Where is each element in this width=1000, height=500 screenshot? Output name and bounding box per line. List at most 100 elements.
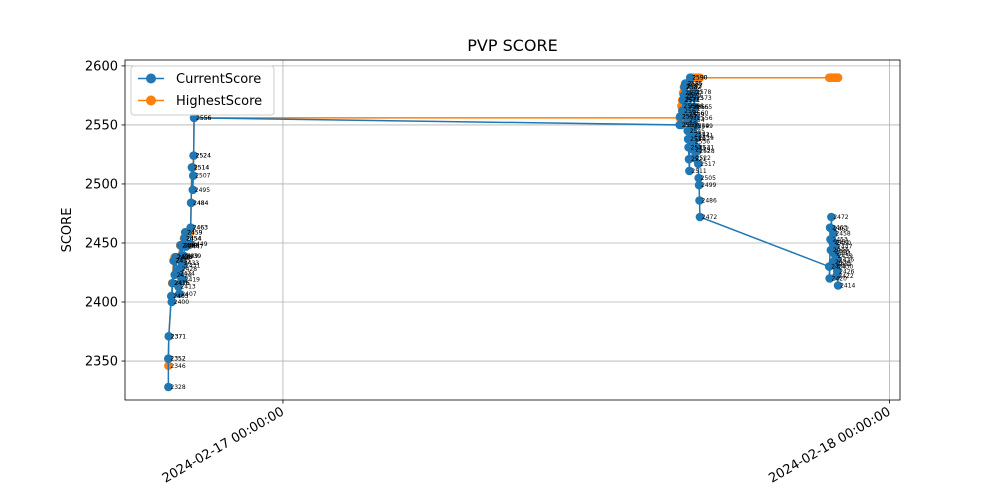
point-label-CurrentScore: 2447 (837, 244, 852, 251)
point-label-CurrentScore: 2582 (686, 84, 701, 91)
point-label-HighestScore: 2571 (684, 97, 699, 104)
legend-box (130, 65, 275, 116)
point-label-CurrentScore: 2560 (693, 110, 708, 117)
point-label-HighestScore: 2405 (173, 293, 188, 300)
data-point-CurrentScore (825, 274, 834, 283)
data-point-CurrentScore (830, 242, 840, 251)
data-point-HighestScore (833, 73, 843, 83)
point-label-CurrentScore: 2565 (697, 104, 712, 111)
data-point-CurrentScore (174, 282, 183, 291)
point-label-CurrentScore: 2565 (694, 104, 709, 111)
data-point-CurrentScore (827, 212, 836, 222)
data-point-CurrentScore (178, 275, 187, 284)
point-label-CurrentScore: 2422 (838, 273, 853, 280)
point-label-CurrentScore: 2531 (691, 144, 706, 151)
data-point-CurrentScore (693, 159, 703, 169)
data-point-CurrentScore (832, 267, 842, 276)
point-label-CurrentScore: 2438 (178, 254, 193, 261)
point-label-CurrentScore: 2453 (833, 236, 848, 243)
point-label-CurrentScore: 2556 (196, 115, 211, 122)
point-label-CurrentScore: 2434 (835, 259, 850, 266)
point-label-CurrentScore: 2549 (698, 123, 713, 130)
point-label-HighestScore: 2557 (682, 114, 697, 121)
data-point-CurrentScore (693, 146, 702, 156)
data-point-CurrentScore (690, 102, 700, 112)
point-label-CurrentScore: 2575 (686, 92, 701, 99)
data-point-CurrentScore (692, 133, 701, 143)
point-label-CurrentScore: 2545 (690, 128, 705, 135)
point-label-CurrentScore: 2458 (835, 231, 850, 238)
data-point-CurrentScore (695, 212, 705, 222)
point-label-CurrentScore: 2590 (692, 75, 707, 82)
point-label-CurrentScore: 2554 (689, 117, 704, 124)
point-label-HighestScore: 2590 (692, 75, 707, 82)
point-label-CurrentScore: 2400 (174, 299, 189, 306)
point-label-CurrentScore: 2407 (181, 291, 196, 298)
point-label-CurrentScore: 2424 (180, 271, 195, 278)
point-label-CurrentScore: 2441 (836, 251, 851, 258)
point-label-CurrentScore: 2416 (175, 280, 190, 287)
data-point-CurrentScore (187, 163, 197, 172)
data-point-CurrentScore (189, 113, 199, 123)
data-point-CurrentScore (690, 93, 699, 103)
point-label-CurrentScore: 2430 (838, 264, 853, 271)
y-tick-label: 2400 (85, 296, 118, 311)
data-point-CurrentScore (188, 185, 198, 195)
point-label-CurrentScore: 2435 (176, 258, 191, 265)
point-label-CurrentScore: 2578 (696, 89, 711, 96)
point-label-CurrentScore: 2371 (171, 333, 186, 340)
point-label-CurrentScore: 2447 (188, 244, 203, 251)
y-tick-label: 2450 (85, 236, 118, 251)
point-label-CurrentScore: 2557 (682, 114, 697, 121)
point-label-CurrentScore: 2420 (832, 275, 847, 282)
data-point-CurrentScore (186, 223, 196, 232)
y-axis-label: SCORE (60, 208, 75, 253)
y-tick-label: 2350 (85, 355, 118, 370)
plot-frame (124, 59, 901, 401)
data-point-CurrentScore (694, 173, 703, 183)
data-point-CurrentScore (681, 93, 691, 103)
point-label-CurrentScore: 2538 (690, 136, 705, 143)
data-point-CurrentScore (164, 331, 174, 341)
point-label-CurrentScore: 2566 (688, 103, 703, 110)
point-label-CurrentScore: 2439 (186, 253, 201, 260)
point-label-CurrentScore: 2514 (194, 164, 209, 171)
data-point-CurrentScore (683, 115, 692, 125)
point-label-CurrentScore: 2405 (173, 293, 188, 300)
legend-current-label: CurrentScore (176, 72, 261, 87)
point-label-HighestScore: 2438 (177, 254, 192, 261)
point-label-HighestScore: 2454 (186, 235, 201, 242)
point-label-HighestScore: 2585 (688, 81, 703, 88)
point-label-CurrentScore: 2517 (700, 161, 715, 168)
data-point-CurrentScore (189, 151, 198, 160)
point-label-CurrentScore: 2430 (831, 264, 846, 271)
data-point-CurrentScore (691, 121, 701, 131)
point-label-CurrentScore: 2414 (840, 282, 855, 289)
legend-highest-label: HighestScore (176, 94, 262, 109)
point-label-CurrentScore: 2573 (696, 95, 711, 102)
point-label-CurrentScore: 2484 (193, 200, 208, 207)
point-label-CurrentScore: 2439 (838, 253, 853, 260)
point-label-HighestScore: 2484 (193, 200, 208, 207)
y-tick-label: 2550 (85, 118, 118, 133)
point-label-CurrentScore: 2472 (702, 214, 717, 221)
point-label-CurrentScore: 2428 (182, 266, 197, 273)
point-label-HighestScore: 2577 (685, 90, 700, 97)
point-label-CurrentScore: 2413 (180, 284, 195, 291)
point-label-CurrentScore: 2419 (185, 277, 200, 284)
legend-current-marker (146, 73, 156, 84)
point-label-HighestScore: 2463 (193, 225, 208, 232)
point-label-CurrentScore: 2529 (695, 147, 710, 154)
point-label-CurrentScore: 2448 (183, 242, 198, 249)
point-label-CurrentScore: 2444 (833, 247, 848, 254)
point-label-CurrentScore: 2521 (691, 156, 706, 163)
point-label-CurrentScore: 2577 (688, 90, 703, 97)
point-label-HighestScore: 2582 (686, 84, 701, 91)
point-label-CurrentScore: 2524 (196, 153, 211, 160)
point-label-CurrentScore: 2439 (183, 253, 198, 260)
series-layer (164, 73, 843, 392)
point-label-CurrentScore: 2450 (836, 240, 851, 247)
point-label-CurrentScore: 2505 (701, 175, 716, 182)
point-label-CurrentScore: 2463 (193, 225, 208, 232)
